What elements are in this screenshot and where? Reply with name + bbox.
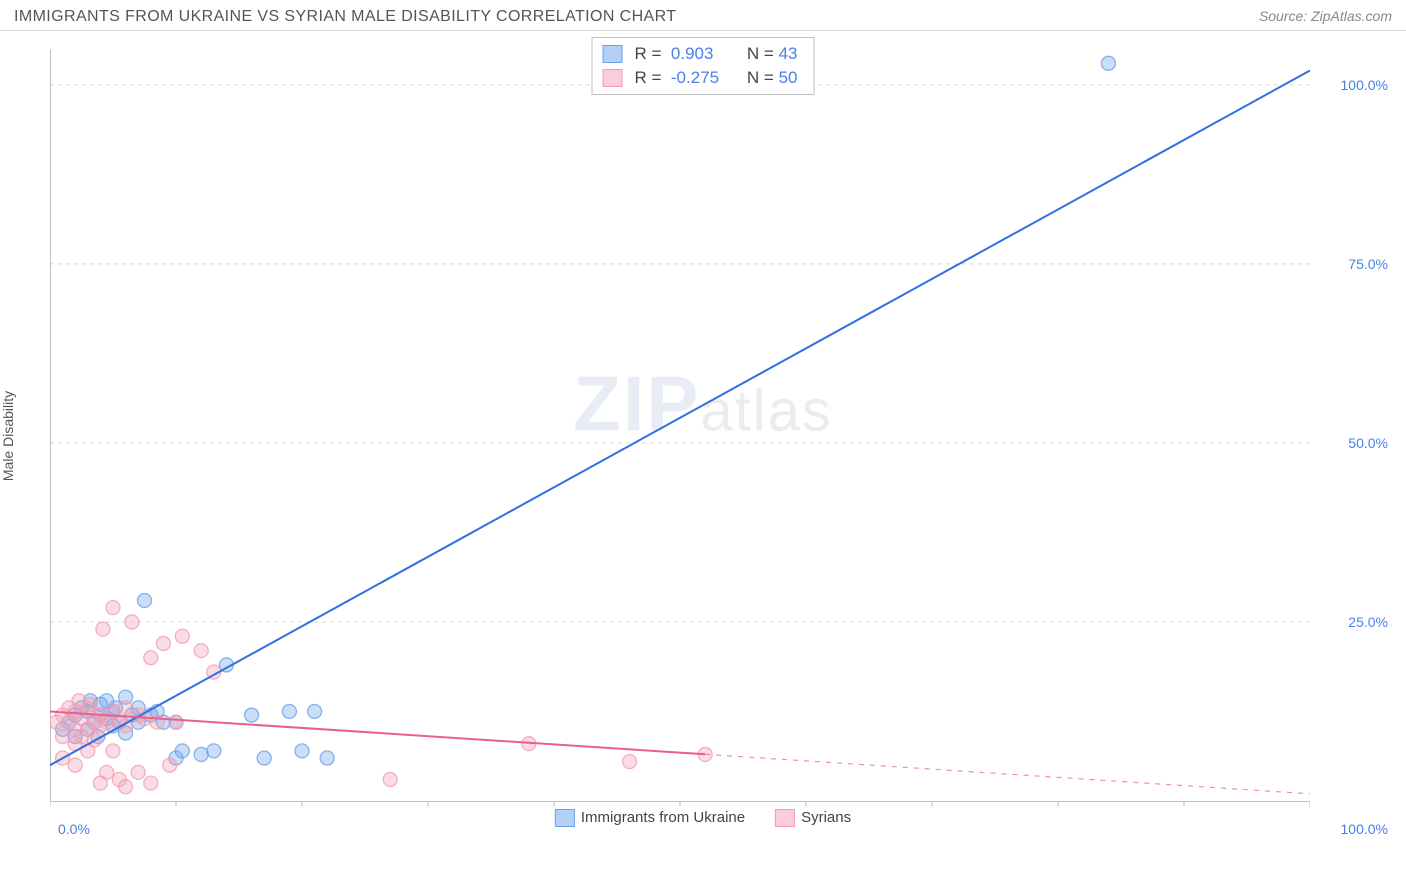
- series-legend: Immigrants from Ukraine Syrians: [555, 809, 851, 827]
- chart-source: Source: ZipAtlas.com: [1259, 8, 1392, 24]
- source-name: ZipAtlas.com: [1311, 8, 1392, 24]
- legend-swatch-ukraine: [603, 45, 623, 63]
- r-value-ukraine: 0.903: [671, 42, 735, 66]
- n-value-ukraine: 43: [779, 42, 798, 66]
- legend-row-syrians: R = -0.275 N = 50: [603, 66, 798, 90]
- legend-row-ukraine: R = 0.903 N = 43: [603, 42, 798, 66]
- correlation-legend: R = 0.903 N = 43 R = -0.275 N = 50: [592, 37, 815, 95]
- chart-area: Male Disability ZIPatlas 25.0%50.0%75.0%…: [0, 31, 1406, 841]
- n-value-syrians: 50: [779, 66, 798, 90]
- legend-swatch-ukraine-bottom: [555, 809, 575, 827]
- legend-item-syrians: Syrians: [775, 809, 851, 827]
- r-label: R =: [635, 42, 662, 66]
- y-axis-label: Male Disability: [0, 391, 16, 481]
- y-tick-label: 50.0%: [1348, 435, 1388, 451]
- n-label: N =: [747, 66, 774, 90]
- r-value-syrians: -0.275: [671, 66, 735, 90]
- chart-title: IMMIGRANTS FROM UKRAINE VS SYRIAN MALE D…: [14, 8, 676, 26]
- legend-swatch-syrians-bottom: [775, 809, 795, 827]
- r-label: R =: [635, 66, 662, 90]
- legend-label-syrians: Syrians: [801, 809, 851, 826]
- x-tick-max: 100.0%: [1341, 821, 1388, 837]
- chart-header: IMMIGRANTS FROM UKRAINE VS SYRIAN MALE D…: [0, 0, 1406, 31]
- legend-item-ukraine: Immigrants from Ukraine: [555, 809, 745, 827]
- y-tick-label: 100.0%: [1341, 77, 1388, 93]
- source-prefix: Source:: [1259, 8, 1311, 24]
- y-tick-label: 75.0%: [1348, 256, 1388, 272]
- legend-swatch-syrians: [603, 69, 623, 87]
- x-tick-min: 0.0%: [58, 821, 90, 837]
- n-label: N =: [747, 42, 774, 66]
- y-tick-label: 25.0%: [1348, 614, 1388, 630]
- scatter-plot-svg: [50, 31, 1310, 841]
- legend-label-ukraine: Immigrants from Ukraine: [581, 809, 745, 826]
